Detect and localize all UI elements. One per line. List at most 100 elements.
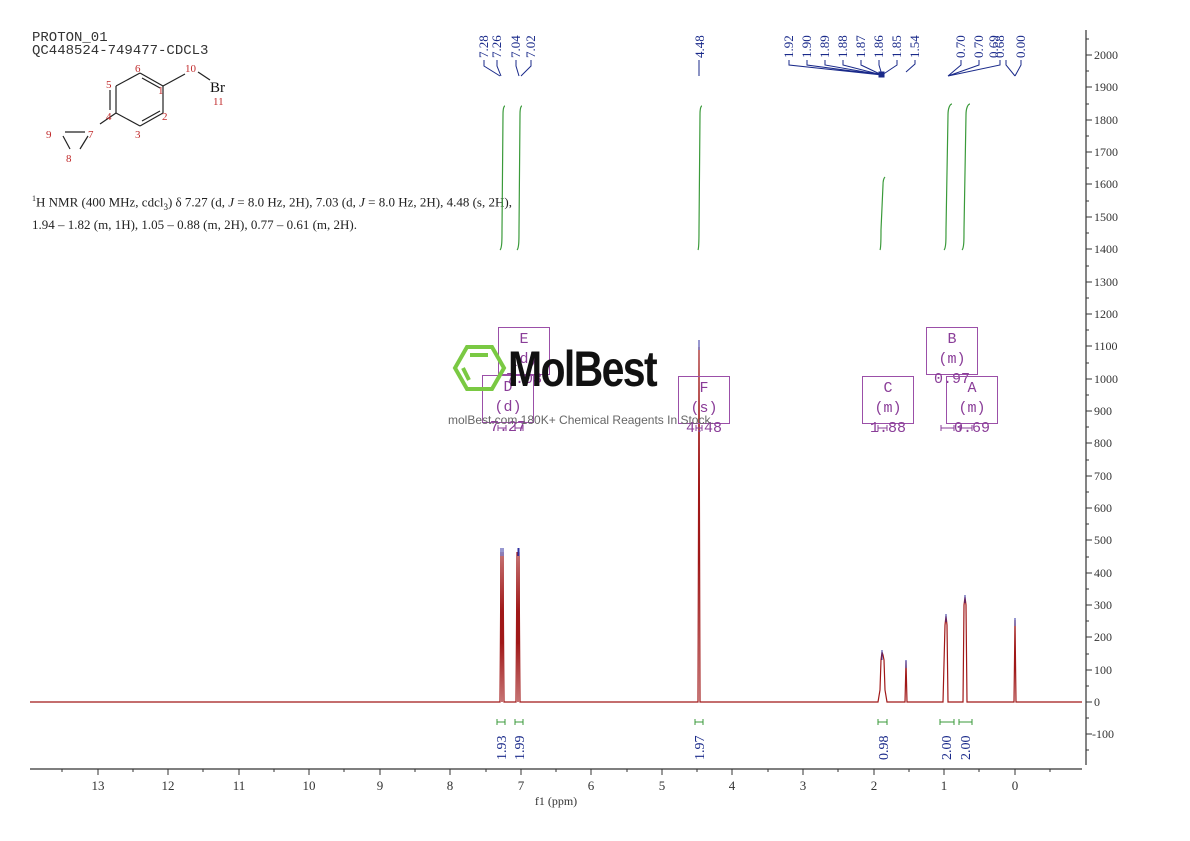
y-tick-label: 900 xyxy=(1094,404,1112,418)
watermark-tagline: molBest.com 180K+ Chemical Reagents In S… xyxy=(448,413,714,427)
peak-label: 1.88 xyxy=(835,35,850,58)
peak-labels: 7.28 7.26 7.04 7.02 4.48 1.92 1.90 1.89 … xyxy=(476,35,1028,58)
peak-label: 0.68 xyxy=(992,35,1007,58)
y-tick-label: 1000 xyxy=(1094,372,1118,386)
peak-label: 1.86 xyxy=(871,35,886,58)
x-tick-labels: 13 12 11 10 9 8 7 6 5 4 3 2 1 0 xyxy=(92,778,1019,793)
peak-label: 7.26 xyxy=(489,35,504,58)
y-tick-label: 600 xyxy=(1094,501,1112,515)
peak-label: 1.87 xyxy=(853,35,868,58)
y-tick-label: 700 xyxy=(1094,469,1112,483)
x-tick-label: 10 xyxy=(303,778,316,793)
y-tick-label: 1900 xyxy=(1094,80,1118,94)
integral-value: 1.99 xyxy=(513,736,528,761)
atom-label-6: 6 xyxy=(135,63,141,75)
y-tick-label: 1600 xyxy=(1094,177,1118,191)
atom-label-10: 10 xyxy=(185,63,197,75)
integral-value: 1.93 xyxy=(495,736,510,761)
peak-label: 7.02 xyxy=(523,35,538,58)
integral-value: 2.00 xyxy=(940,736,955,761)
multiplet-ranges xyxy=(497,425,973,431)
peak-label: 1.90 xyxy=(799,35,814,58)
x-tick-label: 0 xyxy=(1012,778,1019,793)
y-tick-label: 1400 xyxy=(1094,242,1118,256)
x-tick-label: 2 xyxy=(871,778,878,793)
y-tick-label: -100 xyxy=(1092,727,1114,741)
x-tick-label: 5 xyxy=(659,778,666,793)
y-tick-label: 1300 xyxy=(1094,275,1118,289)
y-tick-label: 0 xyxy=(1094,695,1100,709)
peak-label: 1.54 xyxy=(907,35,922,58)
peak-label: 4.48 xyxy=(692,35,707,58)
x-tick-label: 12 xyxy=(162,778,175,793)
watermark-brand: MolBest xyxy=(508,341,658,397)
nmr-description: 1H NMR (400 MHz, cdcl3) δ 7.27 (d, J = 8… xyxy=(32,190,632,233)
peak-label: 7.28 xyxy=(476,35,491,58)
atom-label-1: 1 xyxy=(158,85,164,97)
x-axis xyxy=(30,768,1082,775)
integral-value: 1.97 xyxy=(693,736,708,761)
y-tick-label: 1100 xyxy=(1094,339,1118,353)
spectrum-trace xyxy=(30,346,1082,703)
y-tick-label: 1200 xyxy=(1094,307,1118,321)
atom-label-7: 7 xyxy=(88,129,94,141)
nmr-description-line2: 1.94 – 1.82 (m, 1H), 1.05 – 0.88 (m, 2H)… xyxy=(32,216,357,232)
peak-label-connectors xyxy=(483,60,1022,78)
atom-label-5: 5 xyxy=(106,79,112,91)
y-tick-label: 1700 xyxy=(1094,145,1118,159)
atom-label-3: 3 xyxy=(135,129,141,141)
atom-label-11: 11 xyxy=(213,96,224,108)
sample-id: QC448524-749477-CDCL3 xyxy=(32,43,209,59)
atom-label-4: 4 xyxy=(106,111,112,123)
y-axis xyxy=(1085,30,1092,765)
peak-label: 0.70 xyxy=(953,35,968,58)
peak-label: 0.69 xyxy=(986,35,1001,58)
x-tick-label: 11 xyxy=(233,778,246,793)
atom-label-8: 8 xyxy=(66,153,72,165)
y-tick-label: 300 xyxy=(1094,598,1112,612)
integral-values: 1.93 1.99 1.97 0.98 2.00 2.00 xyxy=(495,736,974,761)
atom-label-9: 9 xyxy=(46,129,52,141)
peak-label: 0.00 xyxy=(1013,35,1028,58)
bromine-label: Br xyxy=(210,80,225,96)
nmr-description-line1: 1H NMR (400 MHz, cdcl3) δ 7.27 (d, J = 8… xyxy=(32,194,512,212)
y-tick-label: 100 xyxy=(1094,663,1112,677)
peak-label: 1.89 xyxy=(817,35,832,58)
y-tick-label: 400 xyxy=(1094,566,1112,580)
x-tick-label: 4 xyxy=(729,778,736,793)
y-tick-labels: 2000 1900 1800 1700 1600 1500 1400 1300 … xyxy=(1092,48,1118,741)
x-tick-label: 3 xyxy=(800,778,807,793)
y-tick-label: 1500 xyxy=(1094,210,1118,224)
x-tick-label: 8 xyxy=(447,778,454,793)
x-tick-label: 1 xyxy=(941,778,948,793)
peak-label: 1.92 xyxy=(781,35,796,58)
peak-label: 7.04 xyxy=(508,35,523,58)
peak-markers xyxy=(500,340,1016,668)
peak-label: 0.70 xyxy=(971,35,986,58)
chemical-structure: 1 2 3 4 5 6 7 8 9 10 11 Br xyxy=(46,63,225,165)
multiplet-box-b: B (m) 0.97 xyxy=(926,327,978,388)
molbest-logo-icon xyxy=(452,345,507,391)
multiplet-box-a: A (m) 0.69 xyxy=(946,376,998,437)
x-tick-label: 7 xyxy=(518,778,525,793)
multiplet-box-f: F (s) 4.48 xyxy=(678,376,730,437)
spectrum-title: PROTON_01 xyxy=(32,30,108,46)
peak-label: 1.85 xyxy=(889,35,904,58)
multiplet-box-d: D (d) 7.27 xyxy=(482,375,534,436)
multiplet-box-c: C (m) 1.88 xyxy=(862,376,914,437)
y-tick-label: 200 xyxy=(1094,630,1112,644)
x-tick-label: 13 xyxy=(92,778,105,793)
y-tick-label: 2000 xyxy=(1094,48,1118,62)
atom-label-2: 2 xyxy=(162,111,168,123)
y-tick-label: 1800 xyxy=(1094,113,1118,127)
integral-curves xyxy=(499,103,971,251)
y-tick-label: 500 xyxy=(1094,533,1112,547)
x-tick-label: 6 xyxy=(588,778,595,793)
x-tick-label: 9 xyxy=(377,778,384,793)
integral-value: 2.00 xyxy=(959,736,974,761)
x-axis-label: f1 (ppm) xyxy=(535,794,577,808)
integral-value: 0.98 xyxy=(877,736,892,761)
integral-markers xyxy=(496,719,973,725)
y-tick-label: 800 xyxy=(1094,436,1112,450)
